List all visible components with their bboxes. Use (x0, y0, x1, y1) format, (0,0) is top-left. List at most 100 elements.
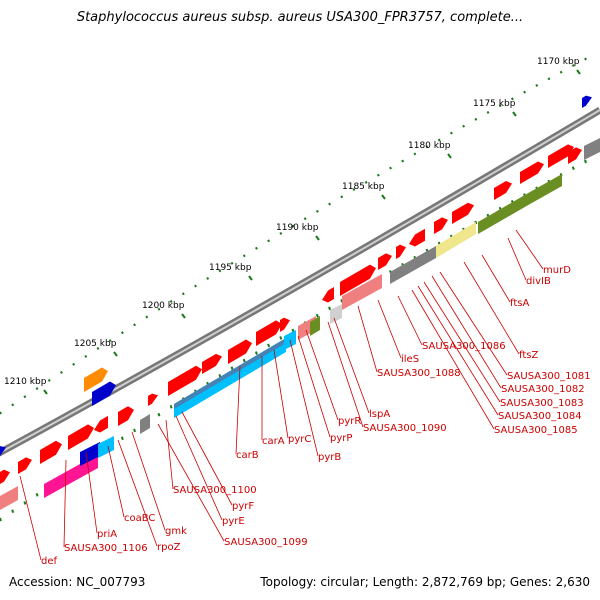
gene-arrow (396, 244, 406, 259)
gene-leader-line (117, 439, 158, 547)
gc-outer-dot (559, 70, 563, 74)
gene-arrow (118, 406, 134, 426)
gc-outer-dot (462, 124, 466, 128)
gene-label: pyrP (330, 433, 352, 444)
cog-band-lightgray (330, 304, 342, 324)
kbp-tick-mark (447, 153, 452, 159)
gene-label: ftsA (510, 298, 529, 309)
kbp-tick-label: 1190 kbp (276, 223, 319, 233)
gene-label: lspA (369, 409, 390, 420)
gene-leader-line (181, 411, 233, 506)
gene-label: SAUSA300_1083 (500, 398, 584, 409)
gene-leader-line (397, 295, 423, 346)
gene-label: pyrR (338, 416, 361, 427)
gene-arrow (548, 144, 574, 168)
gc-inner-dot (242, 358, 246, 363)
gc-inner-dot (23, 501, 27, 505)
kbp-tick-label: 1205 kbp (74, 339, 117, 349)
gc-outer-dot (11, 403, 15, 407)
gene-label: SAUSA300_1082 (501, 384, 585, 395)
gene-label: SAUSA300_1086 (422, 341, 506, 352)
gene-label: def (41, 556, 58, 567)
cog-band-yellow (436, 222, 476, 258)
gc-outer-dot (242, 254, 246, 258)
gene-label: ileS (401, 354, 419, 365)
gc-outer-dot (84, 354, 88, 358)
gene-leader-line (157, 423, 225, 542)
gene-leader-line (19, 475, 42, 561)
kbp-tick-label: 1185 kbp (342, 182, 385, 192)
gene-arrow (18, 457, 32, 474)
backbone-track (0, 106, 600, 457)
gc-outer-dot (267, 239, 271, 243)
gc-outer-dot (437, 138, 441, 142)
gene-leader-line (63, 459, 67, 548)
gene-arrow (494, 181, 512, 200)
gc-outer-dot (584, 57, 587, 61)
gene-leader-line (481, 254, 511, 303)
gene-leader-line (305, 329, 339, 421)
cog-band-gray (390, 246, 436, 284)
cog-band-gray (584, 138, 600, 160)
gc-outer-dot (108, 339, 112, 342)
gene-arrow (378, 253, 392, 270)
gc-inner-dot (584, 159, 587, 164)
cog-band-olive (530, 174, 562, 204)
cog-band-blue (80, 442, 100, 466)
gc-outer-dot (389, 166, 392, 170)
kbp-tick-mark (113, 351, 118, 357)
gc-outer-dot (72, 362, 76, 366)
gc-outer-dot (35, 387, 39, 390)
gc-outer-dot (230, 261, 234, 265)
gene-arrow (322, 287, 334, 303)
cog-band-olive (478, 192, 530, 234)
gene-label: gmk (165, 526, 187, 537)
gene-leader-line (411, 289, 495, 430)
gene-arrow (256, 320, 282, 346)
gene-label: pyrE (222, 516, 245, 527)
gc-outer-dot (571, 64, 575, 68)
gc-inner-dot (279, 336, 283, 340)
gene-label: SAUSA300_1088 (377, 368, 461, 379)
gc-outer-dot (133, 323, 136, 327)
gc-outer-dot (206, 277, 210, 280)
kbp-tick-mark (315, 235, 320, 241)
gc-outer-dot (340, 195, 344, 199)
cog-band-magenta (44, 454, 98, 498)
cog-band-pink (0, 486, 18, 510)
gc-outer-dot (181, 292, 185, 296)
gene-leader-line (417, 285, 499, 416)
gene-arrow (168, 365, 202, 396)
gene-leader-line (273, 349, 289, 439)
gc-outer-dot (450, 131, 453, 135)
gene-arrow (340, 264, 376, 296)
kbp-tick-label: 1180 kbp (408, 141, 451, 151)
gc-outer-dot (47, 378, 51, 382)
gene-arrow (228, 339, 252, 364)
gc-inner-dot (328, 306, 332, 311)
kbp-tick-label: 1200 kbp (142, 301, 185, 311)
gene-label: SAUSA300_1084 (498, 411, 582, 422)
gc-outer-dot (474, 117, 478, 121)
kbp-tick-mark (381, 194, 386, 200)
gene-arrow (202, 353, 222, 374)
gene-arrow (452, 202, 474, 224)
gc-outer-dot (0, 411, 2, 415)
gc-outer-dot (120, 331, 124, 335)
cog-band-olive (310, 316, 320, 336)
feature-track (0, 95, 600, 510)
gc-outer-dot (352, 188, 356, 192)
gene-arrow (409, 228, 425, 247)
gene-leader-line (297, 335, 331, 438)
gc-outer-dot (547, 77, 551, 81)
kbp-tick-label: 1170 kbp (537, 57, 580, 67)
gc-inner-dot (157, 412, 161, 417)
gene-leader-line (327, 321, 364, 428)
gene-leader-line (131, 431, 166, 531)
gc-outer-dot (486, 110, 490, 114)
gc-inner-dot (11, 509, 15, 514)
gene-label: coaBC (124, 513, 155, 524)
kbp-tick-mark (43, 389, 48, 395)
gc-outer-dot (328, 202, 331, 206)
gc-outer-dot (498, 104, 502, 108)
